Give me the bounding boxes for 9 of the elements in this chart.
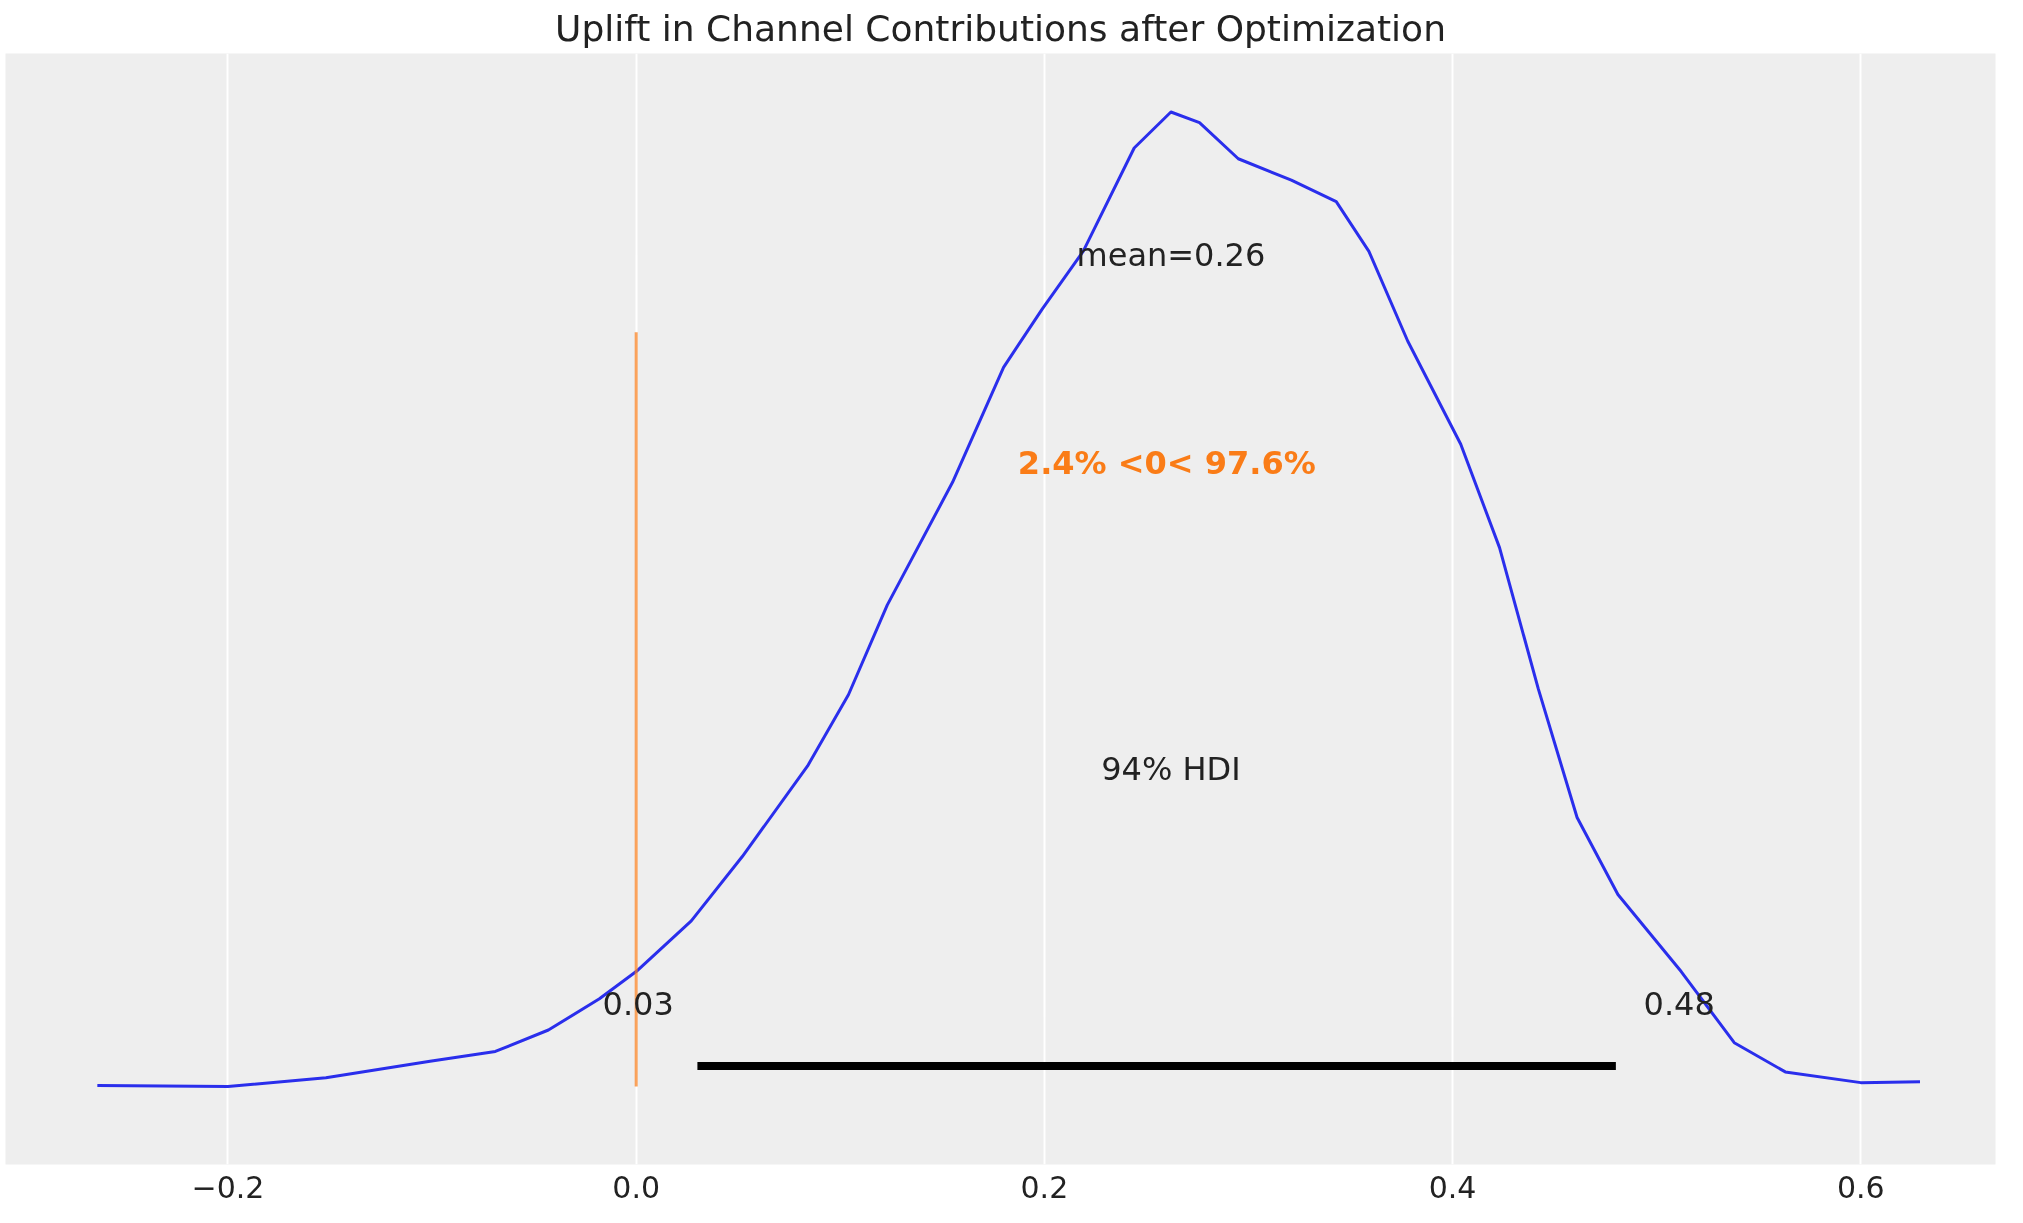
annotation: mean=0.26: [1076, 236, 1266, 275]
x-tick-label: 0.0: [612, 1169, 661, 1205]
x-tick-label: 0.4: [1428, 1169, 1477, 1205]
x-tick-label: 0.6: [1836, 1169, 1885, 1205]
x-tick-label: −0.2: [191, 1169, 265, 1205]
chart-title: Uplift in Channel Contributions after Optimization: [555, 7, 1446, 49]
ref-line-label: 2.4% <0< 97.6%: [1017, 443, 1316, 482]
x-tick-label: 0.2: [1020, 1169, 1069, 1205]
annotation: 94% HDI: [1101, 749, 1241, 788]
